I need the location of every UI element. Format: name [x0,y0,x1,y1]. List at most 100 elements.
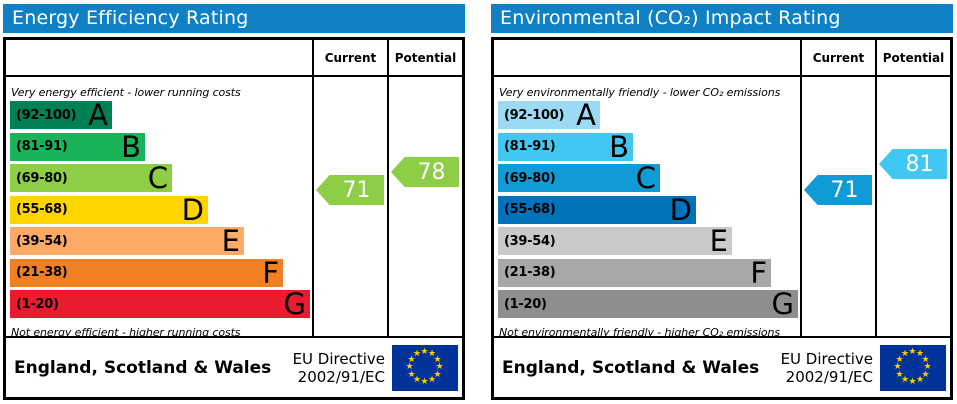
eu-flag-star: ★ [895,369,904,380]
eu-flag-star: ★ [428,374,437,385]
band-range-label: (21-38) [504,265,556,280]
co2-impact-panel: Environmental (CO₂) Impact Rating Curren… [491,4,953,400]
band-row-e: (39-54) E [10,227,310,256]
rating-table: Current Potential Very energy efficient … [3,37,465,400]
band-row-g: (1-20) G [498,290,798,319]
panel-title: Environmental (CO₂) Impact Rating [491,4,953,33]
band-letter: F [262,255,279,290]
table-header-row: Current Potential [6,40,462,77]
eu-flag-star: ★ [433,354,442,365]
table-footer: England, Scotland & Wales EU Directive 2… [6,336,462,397]
band-bar: (21-38) F [498,255,771,290]
band-letter: C [635,161,656,195]
scale-column-header [494,40,800,75]
potential-column: 81 [875,77,950,336]
eu-directive-line1: EU Directive [780,349,873,368]
bottom-caption: Not environmentally friendly - higher CO… [499,326,781,339]
energy-efficiency-panel: Energy Efficiency Rating Current Potenti… [3,4,465,400]
band-bar: (92-100) A [10,98,112,132]
rating-bands: (92-100) A (81-91) B (69-80) C (55-68) D (39-54)… [494,98,800,319]
band-bar: (55-68) D [498,192,696,227]
table-header-row: Current Potential [494,40,950,77]
band-bar: (39-54) E [10,227,244,256]
eu-flag-star: ★ [435,362,444,372]
current-column-header: Current [312,40,387,75]
band-range-label: (81-91) [16,139,68,154]
band-row-f: (21-38) F [10,255,310,290]
eu-flag-star: ★ [916,349,925,359]
eu-flag: ★ ★ ★ ★ ★ ★ ★ ★ ★ ★ ★ ★ [880,344,946,391]
band-row-e: (39-54) E [498,227,798,256]
band-bar: (39-54) E [498,227,732,256]
band-bar: (1-20) G [10,287,310,321]
eu-flag-star: ★ [420,377,429,387]
current-rating-arrow: 71 [804,175,872,205]
band-range-label: (92-100) [504,107,565,123]
eu-flag-star: ★ [428,349,437,359]
band-letter: B [609,129,629,164]
band-row-d: (55-68) D [10,192,310,227]
rating-bands: (92-100) A (81-91) B (69-80) C (55-68) D (39-54)… [6,98,312,321]
band-letter: A [88,98,108,132]
band-row-a: (92-100) A [498,98,798,132]
band-row-b: (81-91) B [498,129,798,164]
current-rating-arrow: 71 [316,175,384,205]
band-range-label: (69-80) [16,170,68,186]
band-letter: C [147,161,168,195]
eu-directive-label: EU Directive 2002/91/EC [293,350,385,386]
band-letter: G [283,287,306,321]
band-bar: (21-38) F [10,255,283,290]
eu-directive-line2: 2002/91/EC [785,367,873,386]
bottom-caption: Not energy efficient - higher running co… [11,326,241,339]
band-row-c: (69-80) C [498,161,798,195]
eu-flag-star: ★ [921,369,930,380]
band-bar: (1-20) G [498,290,798,319]
eu-flag-star: ★ [405,362,414,372]
band-row-b: (81-91) B [10,129,310,164]
band-row-f: (21-38) F [498,255,798,290]
band-letter: A [576,98,596,132]
band-range-label: (81-91) [504,139,556,154]
top-caption: Very environmentally friendly - lower CO… [499,86,781,99]
rating-scale: Very environmentally friendly - lower CO… [494,77,800,339]
eu-flag-star: ★ [901,374,910,385]
footer-region-label: England, Scotland & Wales [14,357,272,378]
potential-column-header: Potential [875,40,950,75]
eu-directive-line1: EU Directive [292,349,385,368]
band-range-label: (69-80) [504,170,556,186]
eu-flag: ★ ★ ★ ★ ★ ★ ★ ★ ★ ★ ★ ★ [392,344,458,391]
band-range-label: (55-68) [16,202,68,217]
table-body-row: Very environmentally friendly - lower CO… [494,77,950,339]
top-caption: Very energy efficient - lower running co… [11,86,241,99]
band-range-label: (92-100) [16,107,77,123]
eu-flag-star: ★ [420,347,429,357]
rating-table: Current Potential Very environmentally f… [491,37,953,400]
band-bar: (81-91) B [498,129,633,164]
potential-rating-arrow: 78 [391,157,459,187]
band-bar: (55-68) D [10,192,208,227]
band-row-c: (69-80) C [10,161,310,195]
band-range-label: (39-54) [16,233,68,249]
scale-column-header [6,40,312,75]
footer-region-label: England, Scotland & Wales [502,357,760,378]
band-letter: F [750,255,767,290]
band-range-label: (1-20) [16,296,59,312]
band-bar: (81-91) B [10,129,145,164]
table-footer: England, Scotland & Wales EU Directive 2… [494,336,950,397]
band-letter: D [669,192,692,227]
eu-flag-star: ★ [407,369,416,380]
band-range-label: (39-54) [504,233,556,249]
band-range-label: (55-68) [504,202,556,217]
band-row-g: (1-20) G [10,287,310,321]
band-letter: D [181,192,204,227]
table-body-row: Very energy efficient - lower running co… [6,77,462,339]
potential-rating-arrow: 81 [879,149,947,179]
panel-title: Energy Efficiency Rating [3,4,465,33]
band-letter: B [121,129,141,164]
band-bar: (92-100) A [498,98,600,132]
eu-flag-star: ★ [413,349,422,359]
eu-flag-star: ★ [901,349,910,359]
band-bar: (69-80) C [10,161,172,195]
rating-scale: Very energy efficient - lower running co… [6,77,312,339]
